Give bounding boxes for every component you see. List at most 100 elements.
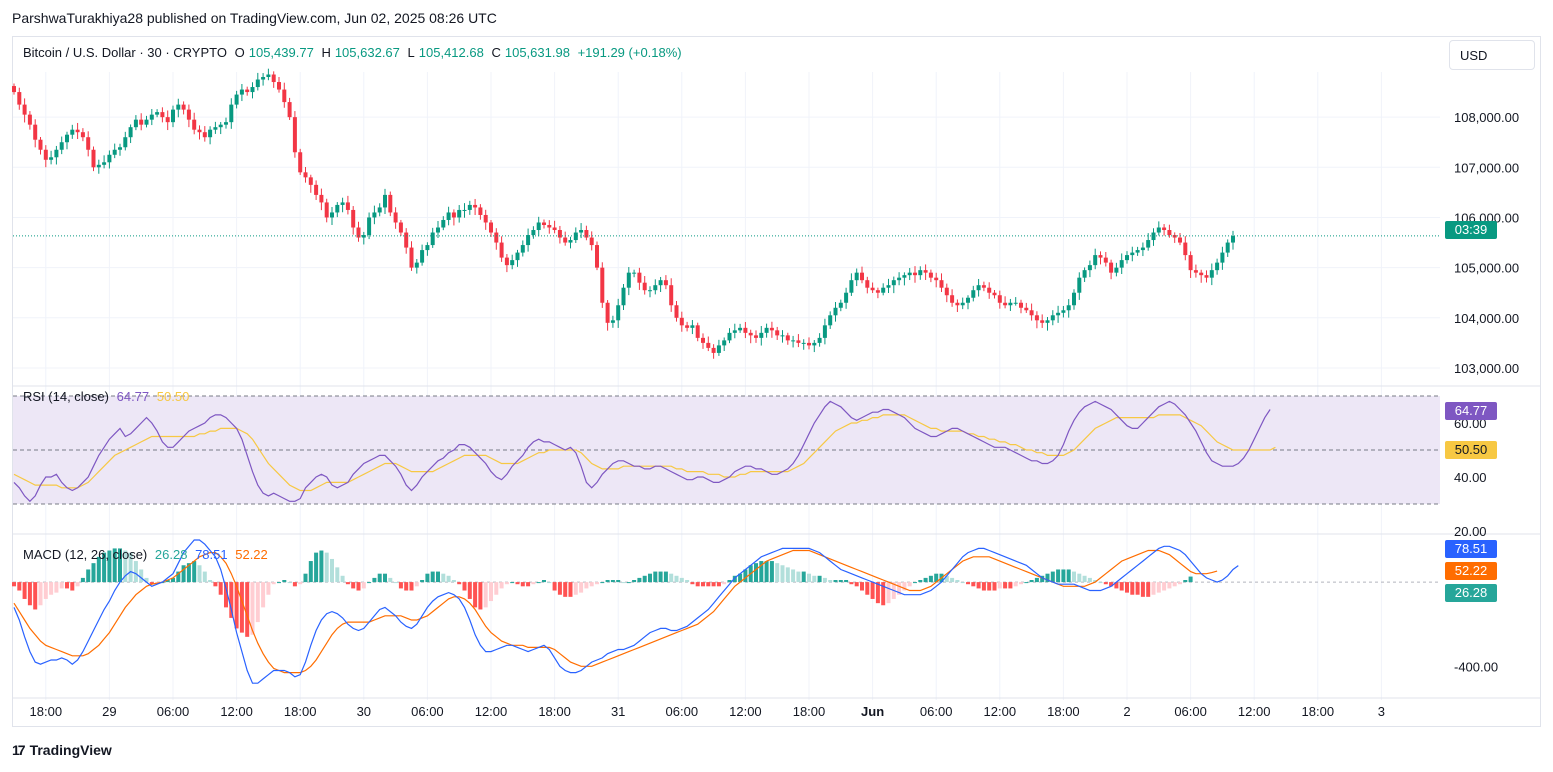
candle-up — [854, 272, 859, 281]
candle-down — [478, 207, 483, 215]
candle-down — [245, 89, 250, 93]
candle-up — [1209, 270, 1214, 278]
candle-up — [1093, 255, 1098, 266]
macd-histogram-bar — [75, 582, 80, 587]
candle-down — [701, 337, 705, 343]
candle-up — [70, 129, 75, 135]
rsi-axis-tick: 20.00 — [1454, 524, 1487, 539]
candle-down — [351, 209, 356, 228]
candle-down — [944, 287, 949, 296]
macd-histogram-bar — [557, 582, 562, 595]
macd-histogram-bar — [886, 582, 891, 604]
candle-up — [658, 280, 663, 286]
time-axis-tick: 18:00 — [30, 704, 63, 719]
currency-button[interactable]: USD — [1449, 40, 1535, 70]
macd-histogram-bar — [1125, 582, 1129, 593]
candle-down — [589, 237, 594, 246]
candle-down — [139, 119, 144, 125]
rsi-ma-line — [13, 414, 1276, 492]
candle-up — [621, 287, 626, 306]
macd-histogram-bar — [1135, 582, 1140, 595]
macd-histogram-bar — [849, 582, 854, 585]
macd-histogram-bar — [54, 582, 59, 593]
candle-down — [324, 202, 329, 218]
macd-histogram-bar — [769, 561, 774, 583]
macd-histogram-bar — [261, 582, 266, 608]
candle-down — [43, 149, 48, 160]
candle-down — [287, 102, 292, 118]
candle-up — [838, 302, 843, 308]
candle-up — [118, 147, 122, 150]
macd-histogram-bar — [870, 582, 875, 599]
macd-histogram-bar — [1056, 569, 1061, 583]
candle-down — [584, 230, 589, 238]
macd-histogram-bar — [1151, 582, 1156, 595]
macd-histogram-bar — [213, 582, 218, 587]
candle-up — [446, 212, 451, 220]
candle-up — [844, 292, 849, 303]
candle-down — [663, 280, 668, 286]
macd-histogram-bar — [865, 582, 870, 595]
candle-down — [796, 340, 801, 343]
candle-up — [1066, 305, 1071, 311]
macd-histogram-bar — [944, 575, 949, 583]
macd-histogram-bar — [1072, 571, 1076, 583]
macd-histogram-bar — [743, 569, 748, 583]
candle-down — [197, 129, 202, 133]
macd-histogram-bar — [504, 582, 509, 585]
candle-down — [748, 332, 753, 336]
macd-histogram-bar — [759, 561, 764, 583]
macd-badge: 78.51 — [1445, 540, 1497, 558]
macd-histogram-bar — [1156, 582, 1161, 593]
rsi-axis-tick: 40.00 — [1454, 470, 1487, 485]
candle-down — [706, 342, 711, 348]
macd-histogram-bar — [483, 582, 488, 608]
candle-up — [833, 307, 838, 316]
open-value: 105,439.77 — [248, 45, 314, 60]
candle-down — [404, 232, 409, 248]
macd-histogram-bar — [192, 561, 197, 583]
macd-histogram-bar — [997, 582, 1002, 589]
candle-up — [610, 320, 615, 323]
macd-histogram-bar — [928, 575, 933, 583]
candle-down — [547, 225, 552, 228]
tradingview-brand[interactable]: 17 TradingView — [12, 742, 112, 758]
macd-histogram-bar — [202, 571, 207, 583]
macd-histogram-bar — [547, 582, 552, 584]
candle-up — [849, 280, 854, 293]
time-axis-tick: 06:00 — [411, 704, 444, 719]
candle-down — [451, 212, 456, 218]
close-key: C — [491, 45, 501, 60]
candle-down — [292, 117, 297, 153]
time-axis-tick: 18:00 — [1047, 704, 1080, 719]
candle-down — [1103, 257, 1108, 263]
candle-up — [112, 149, 117, 155]
macd-histogram-bar — [208, 580, 213, 583]
macd-histogram-bar — [791, 569, 796, 583]
time-axis-tick: 18:00 — [793, 704, 826, 719]
candle-up — [149, 114, 154, 120]
candle-up — [457, 209, 462, 218]
time-axis-tick: 29 — [102, 704, 116, 719]
macd-histogram-bar — [960, 582, 965, 584]
macd-histogram-bar — [568, 582, 573, 597]
candle-up — [722, 340, 727, 346]
time-axis-tick: 2 — [1123, 704, 1130, 719]
macd-histogram-bar — [303, 573, 308, 583]
candle-up — [144, 119, 149, 125]
macd-histogram-bar — [785, 567, 790, 583]
candle-up — [1013, 302, 1018, 304]
macd-histogram-bar — [1045, 573, 1050, 583]
macd-histogram-bar — [1140, 582, 1145, 597]
macd-histogram-bar — [49, 582, 54, 595]
macd-histogram-bar — [186, 563, 191, 583]
candle-down — [409, 247, 414, 268]
macd-histogram-bar — [897, 582, 902, 595]
candle-down — [298, 152, 303, 173]
macd-histogram-bar — [616, 580, 621, 583]
macd-histogram-bar — [610, 580, 615, 583]
rsi-ma-legend-value: 50.50 — [156, 389, 190, 404]
macd-histogram-bar — [955, 580, 960, 583]
candle-down — [473, 204, 478, 208]
